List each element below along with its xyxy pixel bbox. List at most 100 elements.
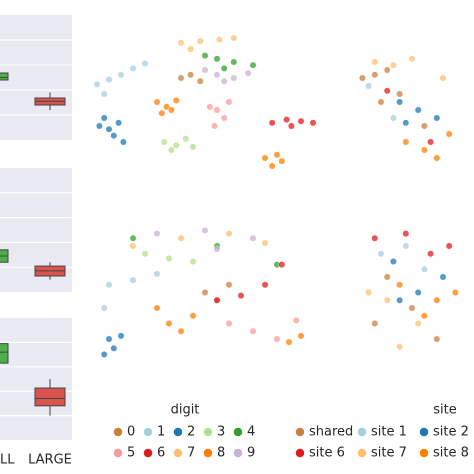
point xyxy=(371,320,379,327)
point xyxy=(451,289,459,296)
point xyxy=(297,332,305,340)
point xyxy=(120,138,127,146)
point xyxy=(129,234,137,242)
point xyxy=(365,289,372,296)
point xyxy=(115,119,123,127)
point xyxy=(225,320,233,327)
point xyxy=(172,141,180,149)
point xyxy=(427,138,434,146)
point xyxy=(177,327,185,335)
point xyxy=(213,106,221,114)
point xyxy=(141,60,149,67)
point xyxy=(309,119,317,127)
point xyxy=(439,74,447,82)
point xyxy=(177,74,185,82)
point xyxy=(167,106,175,114)
point xyxy=(165,320,173,327)
legend-marker xyxy=(143,427,153,437)
legend-marker xyxy=(419,427,429,437)
point xyxy=(414,320,422,327)
point xyxy=(445,130,453,138)
legend-label: 3 xyxy=(217,425,225,440)
point xyxy=(211,122,219,130)
legend-label: site 2 xyxy=(433,425,469,440)
point xyxy=(292,316,300,324)
point xyxy=(141,250,149,258)
point xyxy=(273,151,281,159)
point xyxy=(377,98,385,106)
point xyxy=(105,281,113,289)
point xyxy=(220,65,228,72)
point xyxy=(396,343,403,351)
legend-title: site xyxy=(433,403,456,418)
legend-label: site 7 xyxy=(371,446,407,461)
point xyxy=(117,332,125,340)
point xyxy=(182,135,190,143)
plot-background xyxy=(0,15,72,140)
point xyxy=(402,242,410,250)
point xyxy=(196,37,204,45)
point xyxy=(408,55,416,63)
point xyxy=(383,296,391,304)
point xyxy=(420,146,428,154)
point xyxy=(285,338,293,346)
point xyxy=(414,289,422,296)
point xyxy=(230,34,238,42)
point xyxy=(129,242,137,250)
point xyxy=(383,273,391,281)
point xyxy=(100,304,108,312)
point xyxy=(268,162,276,170)
point xyxy=(433,114,441,122)
point xyxy=(153,304,161,312)
point xyxy=(383,66,391,74)
point xyxy=(261,281,269,289)
point xyxy=(383,87,391,95)
point xyxy=(153,230,161,238)
point xyxy=(117,71,125,79)
point xyxy=(278,157,286,165)
point xyxy=(396,90,403,98)
legend-marker xyxy=(295,427,305,437)
point xyxy=(189,143,197,151)
legend-marker xyxy=(203,427,213,437)
legend-label: 1 xyxy=(157,425,165,440)
point xyxy=(189,258,197,265)
point xyxy=(177,39,185,47)
legend-marker xyxy=(173,427,183,437)
point xyxy=(402,138,410,146)
point xyxy=(408,304,416,312)
point xyxy=(230,74,238,82)
point xyxy=(396,296,403,304)
legend-label: site 6 xyxy=(309,446,345,461)
point xyxy=(165,254,173,262)
point xyxy=(389,61,397,69)
point xyxy=(433,296,441,304)
point xyxy=(261,239,269,247)
point xyxy=(129,276,137,284)
point xyxy=(105,76,113,84)
point xyxy=(365,82,372,90)
point xyxy=(213,55,221,63)
point xyxy=(213,71,221,79)
legend-label: 7 xyxy=(187,446,195,461)
point xyxy=(201,289,209,296)
box xyxy=(0,72,9,81)
point xyxy=(402,230,410,238)
point xyxy=(433,335,441,343)
point xyxy=(201,66,209,74)
point xyxy=(105,335,113,343)
legend-marker xyxy=(113,448,123,458)
point xyxy=(96,122,103,130)
point xyxy=(433,154,441,162)
point xyxy=(396,98,403,106)
legend-marker xyxy=(295,448,305,458)
point xyxy=(377,250,385,258)
point xyxy=(110,132,118,140)
point xyxy=(420,122,428,130)
point xyxy=(160,138,168,146)
point xyxy=(230,58,238,66)
legend-marker xyxy=(419,448,429,458)
legend-marker xyxy=(357,427,367,437)
legend-label: 5 xyxy=(127,446,135,461)
point xyxy=(187,45,195,53)
